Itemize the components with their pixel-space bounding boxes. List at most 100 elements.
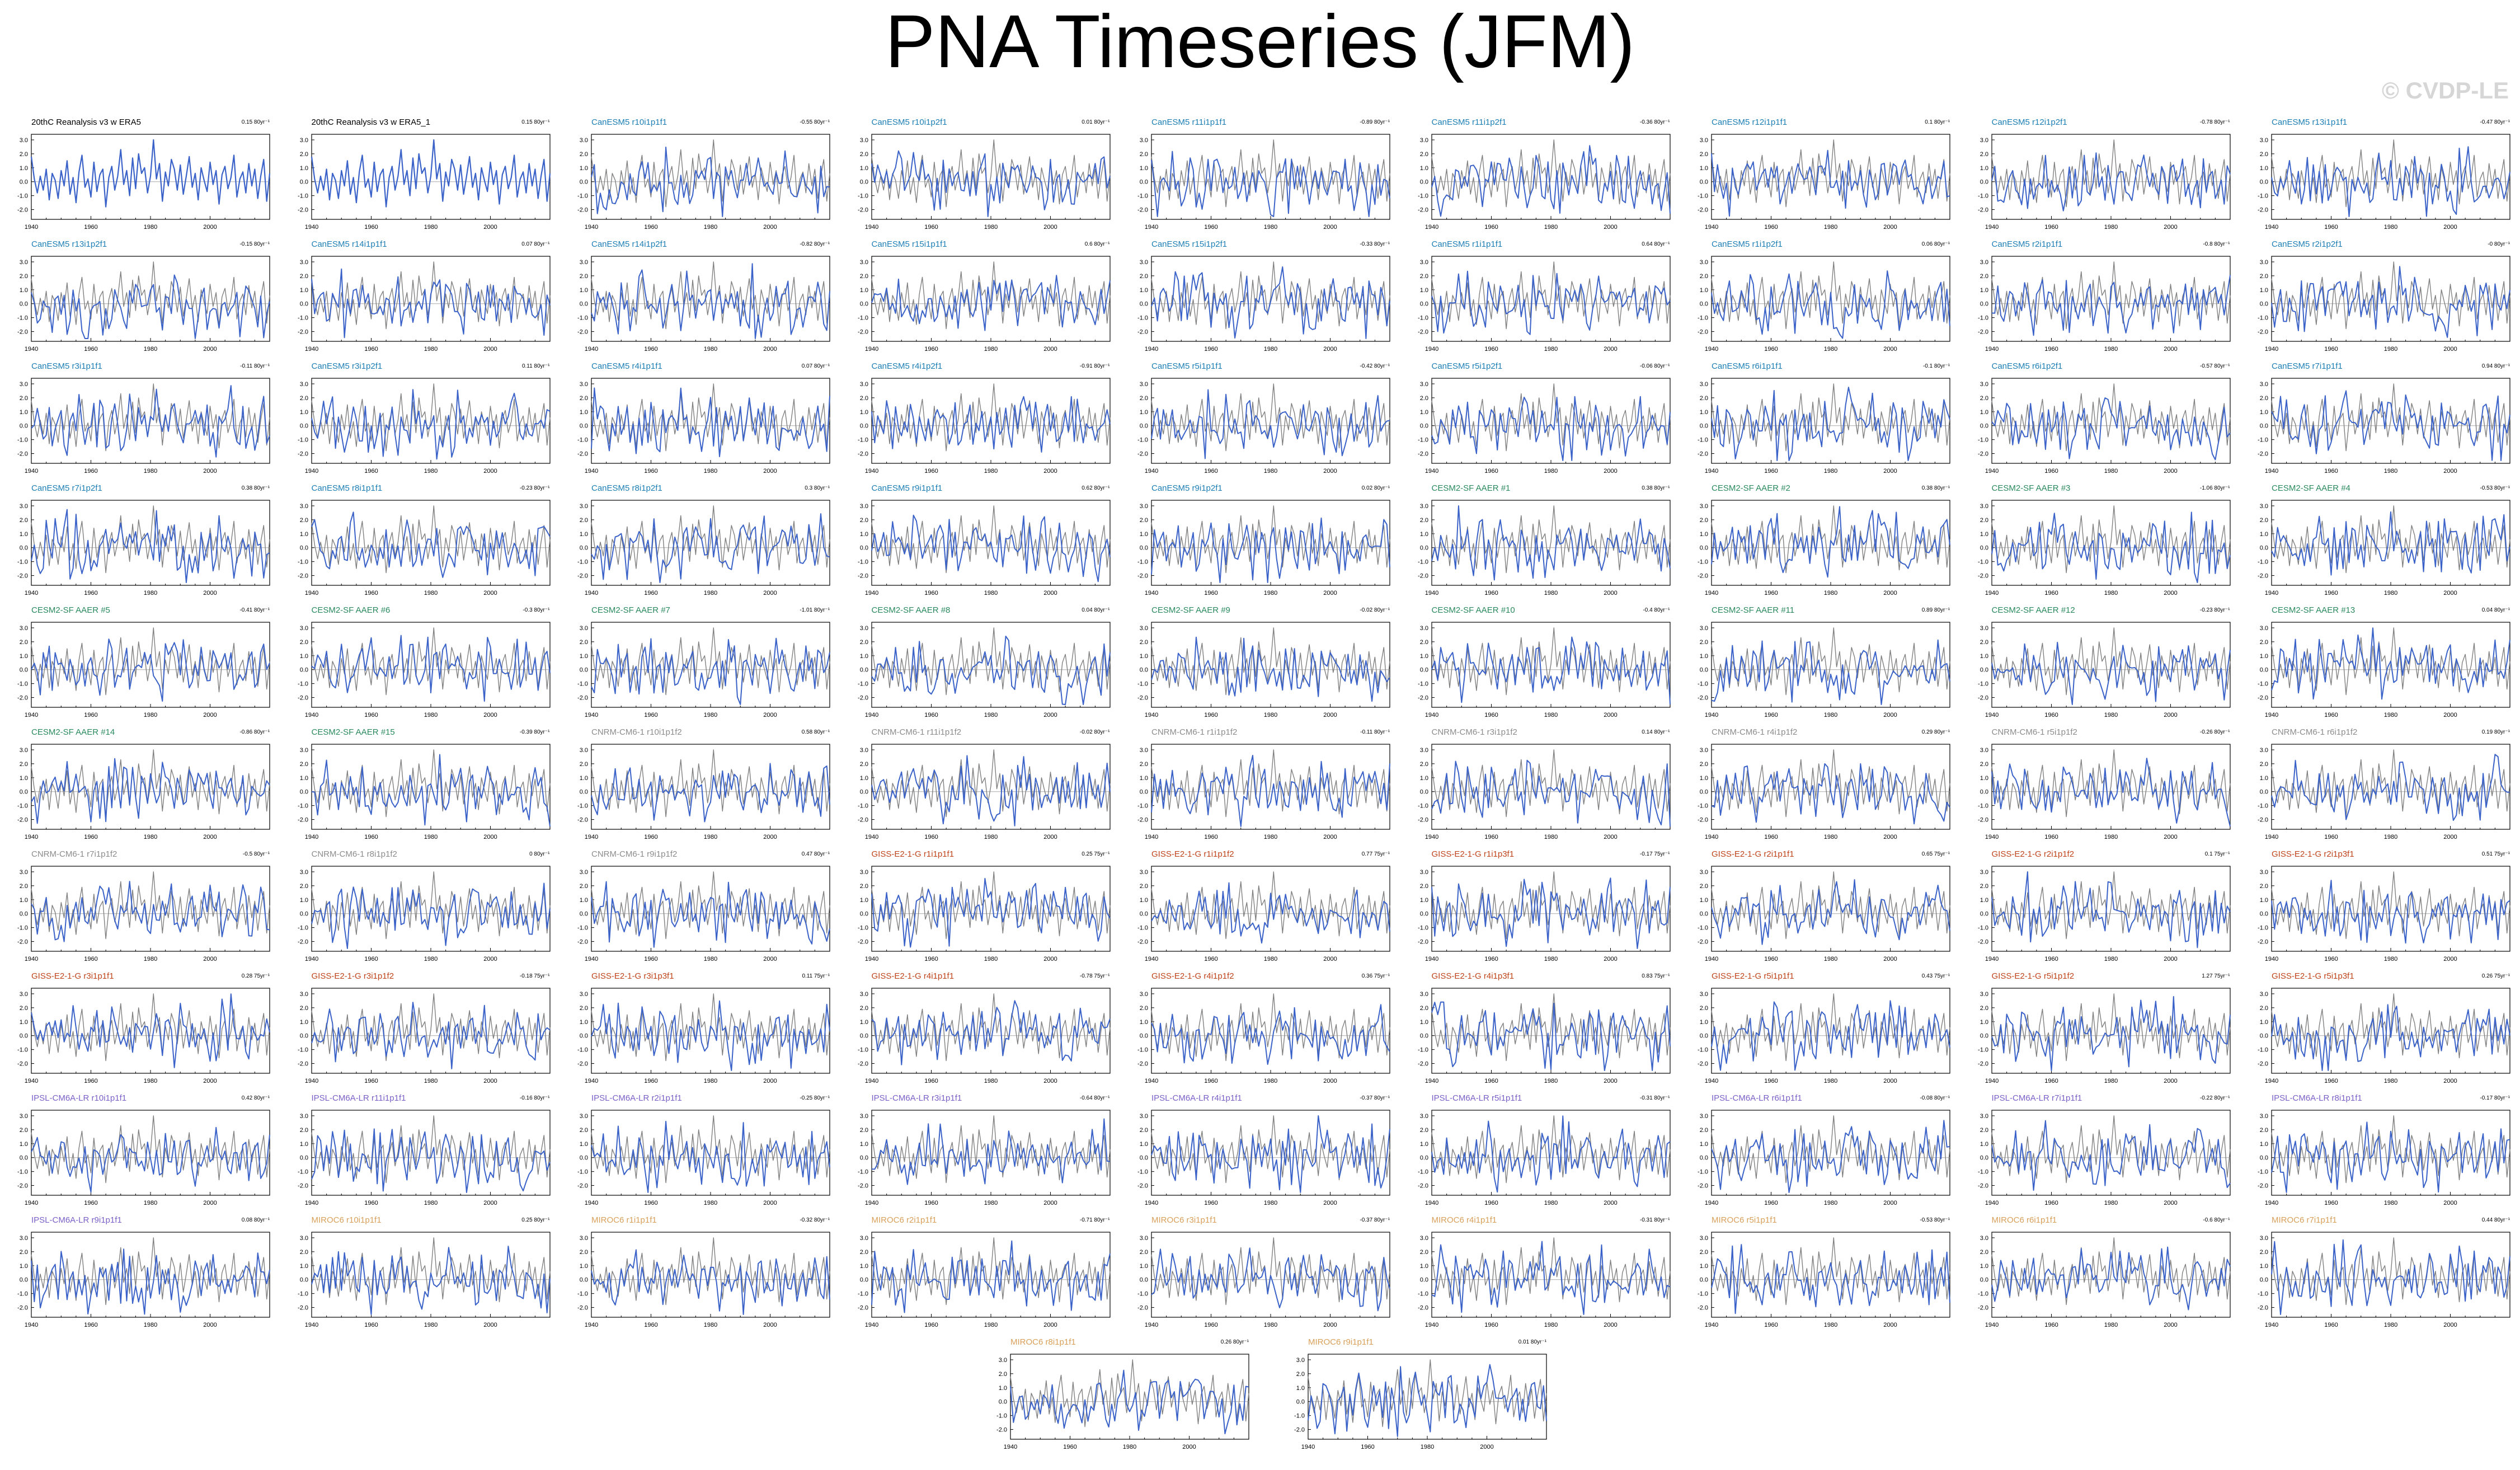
x-tick-label: 1980 — [2384, 1322, 2397, 1328]
y-tick-label: 1.0 — [20, 653, 28, 660]
x-tick-label: 1960 — [364, 468, 378, 475]
y-tick-label: -1.0 — [858, 925, 868, 932]
panel-trend-label: -1.06 80yr⁻¹ — [2199, 485, 2230, 491]
panel-trend-label: 0.83 75yr⁻¹ — [1642, 973, 1670, 979]
y-tick-label: 0.0 — [299, 1033, 308, 1040]
y-tick-label: -2.0 — [858, 329, 868, 336]
y-tick-label: 2.0 — [1980, 639, 1988, 646]
panel-trend-label: -0.31 80yr⁻¹ — [1639, 1095, 1670, 1101]
y-tick-label: 3.0 — [299, 503, 308, 510]
panel-plot: -2.0 -1.0 0.0 1.0 2.0 3.0 1940 1960 1980 2000 — [858, 988, 1111, 1084]
x-tick-label: 1940 — [585, 224, 598, 231]
model-series-line — [311, 882, 551, 949]
x-tick-label: 1980 — [1123, 1444, 1136, 1450]
x-tick-label: 2000 — [2164, 346, 2177, 353]
timeseries-panel: GISS-E2-1-G r1i1p1f2 0.77 75yr⁻¹ -2.0 -1.0 0… — [1121, 849, 1395, 971]
model-series-line — [591, 881, 830, 948]
panel-trend-label: -0.37 80yr⁻¹ — [1360, 1217, 1390, 1223]
model-series-line — [311, 754, 551, 827]
panel-trend-label: 0.07 80yr⁻¹ — [521, 241, 550, 247]
x-tick-label: 1980 — [424, 224, 437, 231]
model-series-line — [31, 758, 270, 824]
y-tick-label: 0.0 — [580, 667, 588, 674]
x-tick-label: 1960 — [84, 956, 97, 962]
x-tick-label: 1980 — [704, 712, 717, 718]
y-tick-label: -1.0 — [1698, 925, 1708, 932]
y-tick-label: -2.0 — [17, 1183, 28, 1190]
y-tick-label: 2.0 — [1700, 517, 1708, 524]
x-tick-label: 2000 — [1043, 468, 1057, 475]
model-series-line — [1151, 755, 1390, 827]
timeseries-panel: CanESM5 r15i1p1f1 0.6 80yr⁻¹ -2.0 -1.0 0.0 1.… — [841, 239, 1116, 361]
panel-trend-label: -0.89 80yr⁻¹ — [1360, 119, 1390, 125]
model-series-line — [591, 513, 830, 583]
x-tick-label: 1940 — [304, 224, 318, 231]
y-tick-label: 3.0 — [299, 991, 308, 998]
observed-series-line — [311, 871, 551, 940]
x-tick-label: 1980 — [1264, 834, 1277, 840]
panel-title: CanESM5 r13i1p1f1 — [2272, 118, 2348, 127]
y-tick-label: -2.0 — [2258, 1061, 2268, 1068]
y-tick-label: 3.0 — [1419, 1235, 1428, 1242]
y-tick-label: 3.0 — [1980, 1113, 1988, 1120]
model-series-line — [1991, 642, 2231, 705]
x-tick-label: 1940 — [304, 1200, 318, 1206]
model-series-line — [311, 511, 551, 578]
x-tick-label: 2000 — [1323, 712, 1337, 718]
x-tick-label: 1960 — [1484, 712, 1498, 718]
x-tick-label: 1960 — [2324, 712, 2338, 718]
x-tick-label: 2000 — [1883, 224, 1897, 231]
panel-plot: -2.0 -1.0 0.0 1.0 2.0 3.0 1940 1960 1980 2000 — [17, 988, 270, 1084]
y-tick-label: 1.0 — [1419, 1019, 1428, 1026]
y-tick-label: -1.0 — [298, 1047, 308, 1054]
y-tick-label: 3.0 — [299, 259, 308, 266]
panel-title: CanESM5 r9i1p1f1 — [871, 483, 943, 493]
timeseries-panel: CanESM5 r11i1p1f1 -0.89 80yr⁻¹ -2.0 -1.0 0.0… — [1121, 118, 1395, 239]
panel-trend-label: -0.41 80yr⁻¹ — [239, 607, 270, 613]
panel-title: CanESM5 r5i1p1f1 — [1151, 361, 1223, 371]
y-tick-label: 1.0 — [1700, 653, 1708, 660]
observed-series-line — [1010, 1359, 1249, 1427]
y-tick-label: 3.0 — [859, 1113, 868, 1120]
panel-plot: -2.0 -1.0 0.0 1.0 2.0 3.0 1940 1960 1980 2000 — [1698, 622, 1950, 718]
panel-plot: -2.0 -1.0 0.0 1.0 2.0 3.0 1940 1960 1980 2000 — [1978, 378, 2231, 475]
timeseries-panel: CESM2-SF AAER #8 0.04 80yr⁻¹ -2.0 -1.0 0.0 1.… — [841, 605, 1116, 727]
model-series-line — [311, 268, 551, 339]
y-tick-label: 2.0 — [580, 1249, 588, 1256]
x-tick-label: 2000 — [763, 834, 777, 840]
panel-plot: -2.0 -1.0 0.0 1.0 2.0 3.0 1940 1960 1980 2000 — [1418, 1110, 1671, 1206]
model-series-line — [1431, 270, 1671, 335]
timeseries-panel: CanESM5 r8i1p1f1 -0.23 80yr⁻¹ -2.0 -1.0 0.0 1… — [281, 483, 556, 605]
y-tick-label: -1.0 — [2258, 1169, 2268, 1176]
y-tick-label: 2.0 — [1140, 517, 1148, 524]
timeseries-panel: MIROC6 r10i1p1f1 0.25 80yr⁻¹ -2.0 -1.0 0.0 1.… — [281, 1215, 556, 1337]
timeseries-panel: GISS-E2-1-G r5i1p3f1 0.26 75yr⁻¹ -2.0 -1.0 0… — [2241, 971, 2516, 1093]
x-tick-label: 1940 — [1145, 956, 1158, 962]
y-tick-label: -1.0 — [1698, 315, 1708, 322]
x-tick-label: 1940 — [864, 1078, 878, 1084]
y-tick-label: 1.0 — [20, 775, 28, 782]
y-tick-label: 3.0 — [1980, 991, 1988, 998]
x-tick-label: 2000 — [203, 468, 217, 475]
observed-series-line — [311, 1237, 551, 1305]
y-tick-label: 1.0 — [580, 1141, 588, 1148]
x-tick-label: 1940 — [585, 1322, 598, 1328]
x-tick-label: 2000 — [1043, 1322, 1057, 1328]
x-tick-label: 1960 — [364, 1322, 378, 1328]
panel-title: CanESM5 r10i1p2f1 — [871, 118, 947, 127]
panel-trend-label: 0.36 75yr⁻¹ — [1361, 973, 1390, 979]
y-tick-label: 3.0 — [1419, 991, 1428, 998]
y-tick-label: 2.0 — [1980, 1127, 1988, 1134]
observed-series-line — [1151, 139, 1390, 208]
panel-plot: -2.0 -1.0 0.0 1.0 2.0 3.0 1940 1960 1980 2000 — [1698, 744, 1950, 840]
x-tick-label: 1940 — [1145, 590, 1158, 597]
y-tick-label: -1.0 — [858, 1047, 868, 1054]
panel-title: CESM2-SF AAER #11 — [1712, 605, 1795, 615]
model-series-line — [1991, 871, 2231, 948]
y-tick-label: 2.0 — [299, 151, 308, 158]
y-tick-label: -2.0 — [1698, 329, 1708, 336]
model-series-line — [1151, 636, 1390, 702]
y-tick-label: 1.0 — [859, 287, 868, 294]
y-tick-label: 0.0 — [2260, 301, 2268, 308]
y-tick-label: 0.0 — [859, 1033, 868, 1040]
